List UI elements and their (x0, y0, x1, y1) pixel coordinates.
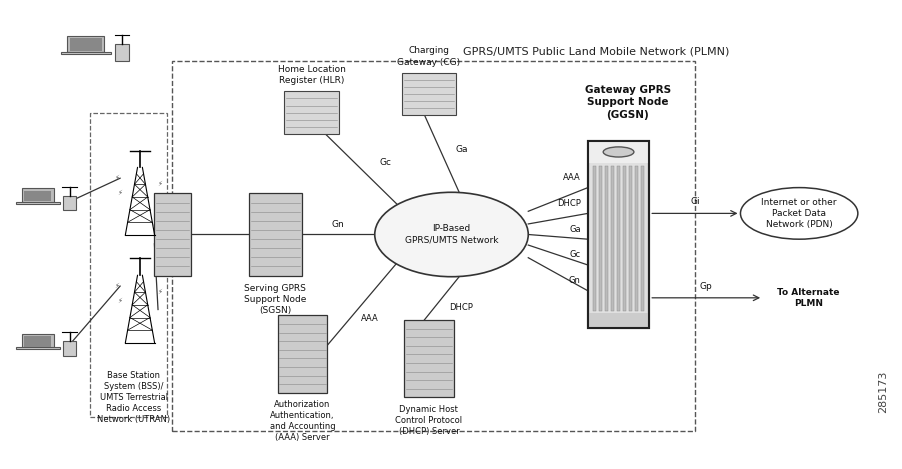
Bar (401, 73, 456, 115)
Text: GPRS/UMTS Public Land Mobile Network (PLMN): GPRS/UMTS Public Land Mobile Network (PL… (463, 46, 728, 56)
Bar (61, 52, 110, 54)
Text: Internet or other
Packet Data
Network (PDN): Internet or other Packet Data Network (P… (760, 198, 836, 229)
Text: Gn: Gn (331, 220, 345, 229)
Text: ⚡: ⚡ (158, 289, 162, 295)
Text: ⚡: ⚡ (117, 190, 122, 196)
Text: Authorization
Authentication,
and Accounting
(AAA) Server: Authorization Authentication, and Accoun… (270, 400, 335, 442)
Text: AAA: AAA (361, 314, 379, 324)
Bar (115, 44, 129, 61)
Text: 285173: 285173 (877, 371, 888, 413)
Text: Gi: Gi (689, 197, 699, 206)
Bar (622, 166, 625, 311)
Bar (629, 166, 631, 311)
Text: Gc: Gc (379, 158, 391, 167)
Bar (22, 188, 54, 203)
Bar (90, 113, 167, 417)
Bar (616, 166, 620, 311)
Text: Ga: Ga (455, 144, 467, 154)
Bar (278, 316, 327, 393)
Bar (587, 141, 649, 328)
Bar (403, 320, 453, 398)
Text: To Alternate
PLMN: To Alternate PLMN (776, 288, 839, 308)
Bar (249, 194, 301, 276)
Text: DHCP: DHCP (448, 303, 472, 312)
Text: ⚡: ⚡ (115, 175, 119, 181)
Bar (171, 61, 695, 431)
Bar (604, 166, 607, 311)
Bar (63, 196, 76, 210)
Bar (69, 38, 102, 51)
Bar (24, 190, 51, 201)
Text: ⚡: ⚡ (117, 298, 122, 303)
Text: Base Station
System (BSS)/
UMTS Terrestrial
Radio Access
Network (UTRAN): Base Station System (BSS)/ UMTS Terrestr… (97, 371, 170, 424)
Bar (599, 166, 602, 311)
Bar (611, 166, 613, 311)
Bar (284, 91, 338, 134)
Text: Serving GPRS
Support Node
(SGSN): Serving GPRS Support Node (SGSN) (244, 284, 307, 315)
Bar (67, 36, 105, 53)
Text: Gn: Gn (568, 276, 580, 285)
Bar (154, 194, 190, 276)
Text: AAA: AAA (562, 173, 580, 182)
Text: DHCP: DHCP (557, 199, 580, 208)
Text: ⚡: ⚡ (115, 283, 119, 289)
Text: Home Location
Register (HLR): Home Location Register (HLR) (277, 65, 345, 85)
Bar (634, 166, 637, 311)
Text: Gateway GPRS
Support Node
(GGSN): Gateway GPRS Support Node (GGSN) (584, 85, 670, 120)
Text: Ga: Ga (568, 225, 580, 234)
Bar (16, 202, 60, 204)
Text: Gp: Gp (699, 282, 712, 291)
Ellipse shape (374, 192, 528, 277)
Ellipse shape (603, 147, 633, 157)
Bar (593, 166, 595, 311)
Bar (16, 348, 60, 349)
Bar (22, 333, 54, 348)
Bar (587, 141, 649, 328)
Text: IP-Based
GPRS/UMTS Network: IP-Based GPRS/UMTS Network (404, 225, 498, 244)
Text: Dynamic Host
Control Protocol
(DHCP) Server: Dynamic Host Control Protocol (DHCP) Ser… (395, 405, 462, 436)
Bar (587, 313, 649, 328)
Text: ⚡: ⚡ (158, 182, 162, 187)
Bar (24, 336, 51, 347)
Bar (63, 341, 76, 356)
Bar (640, 166, 643, 311)
Text: Charging
Gateway (CG): Charging Gateway (CG) (397, 46, 460, 67)
Ellipse shape (740, 188, 857, 239)
Bar (587, 141, 649, 163)
Text: Gc: Gc (569, 250, 580, 259)
